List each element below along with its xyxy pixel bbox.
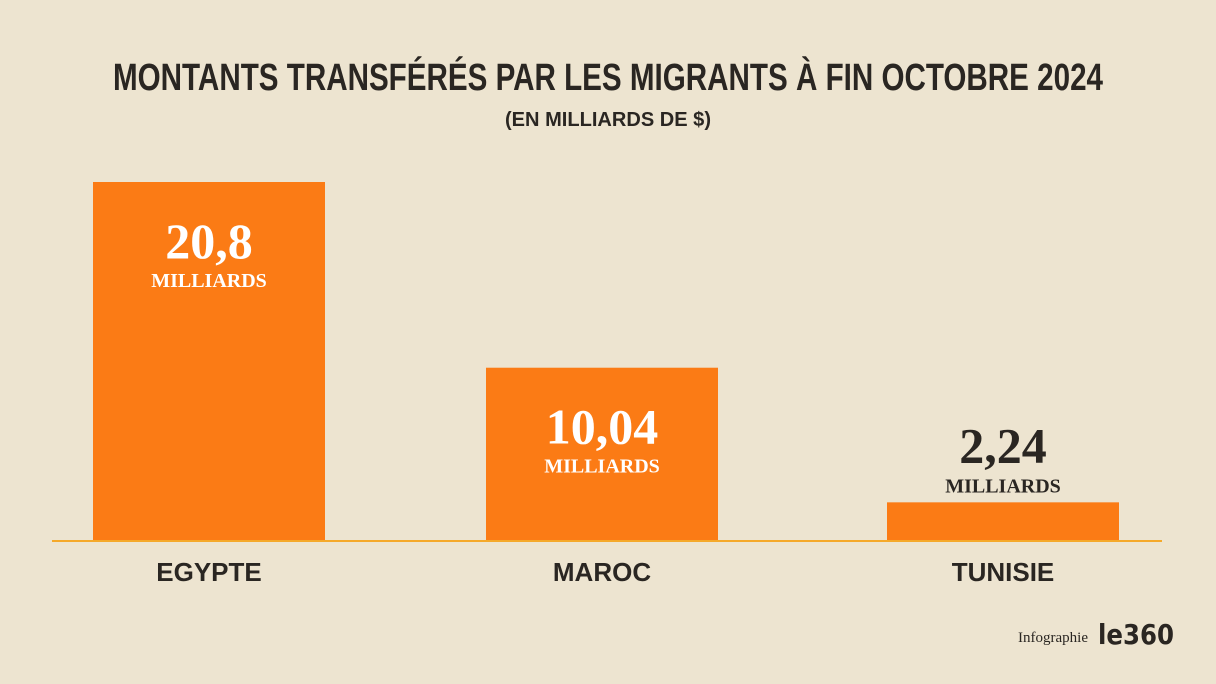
- value-unit: MILLIARDS: [544, 456, 660, 478]
- brand-logo: le360: [1098, 618, 1174, 651]
- x-tick-label: EGYPTE: [156, 557, 261, 587]
- value-unit: MILLIARDS: [945, 475, 1061, 497]
- footer-credit: Infographie: [1018, 630, 1088, 646]
- bar: [93, 182, 325, 541]
- x-tick-label: MAROC: [553, 557, 651, 587]
- chart-title: MONTANTS TRANSFÉRÉS PAR LES MIGRANTS À F…: [113, 55, 1103, 99]
- value-label: 20,8: [165, 213, 253, 269]
- value-label: 2,24: [959, 417, 1047, 473]
- chart-subtitle: (EN MILLIARDS DE $): [505, 109, 711, 131]
- x-tick-label: TUNISIE: [952, 557, 1055, 587]
- bar: [486, 367, 718, 541]
- value-label: 10,04: [546, 399, 659, 455]
- bar: [887, 502, 1119, 541]
- value-unit: MILLIARDS: [151, 270, 267, 292]
